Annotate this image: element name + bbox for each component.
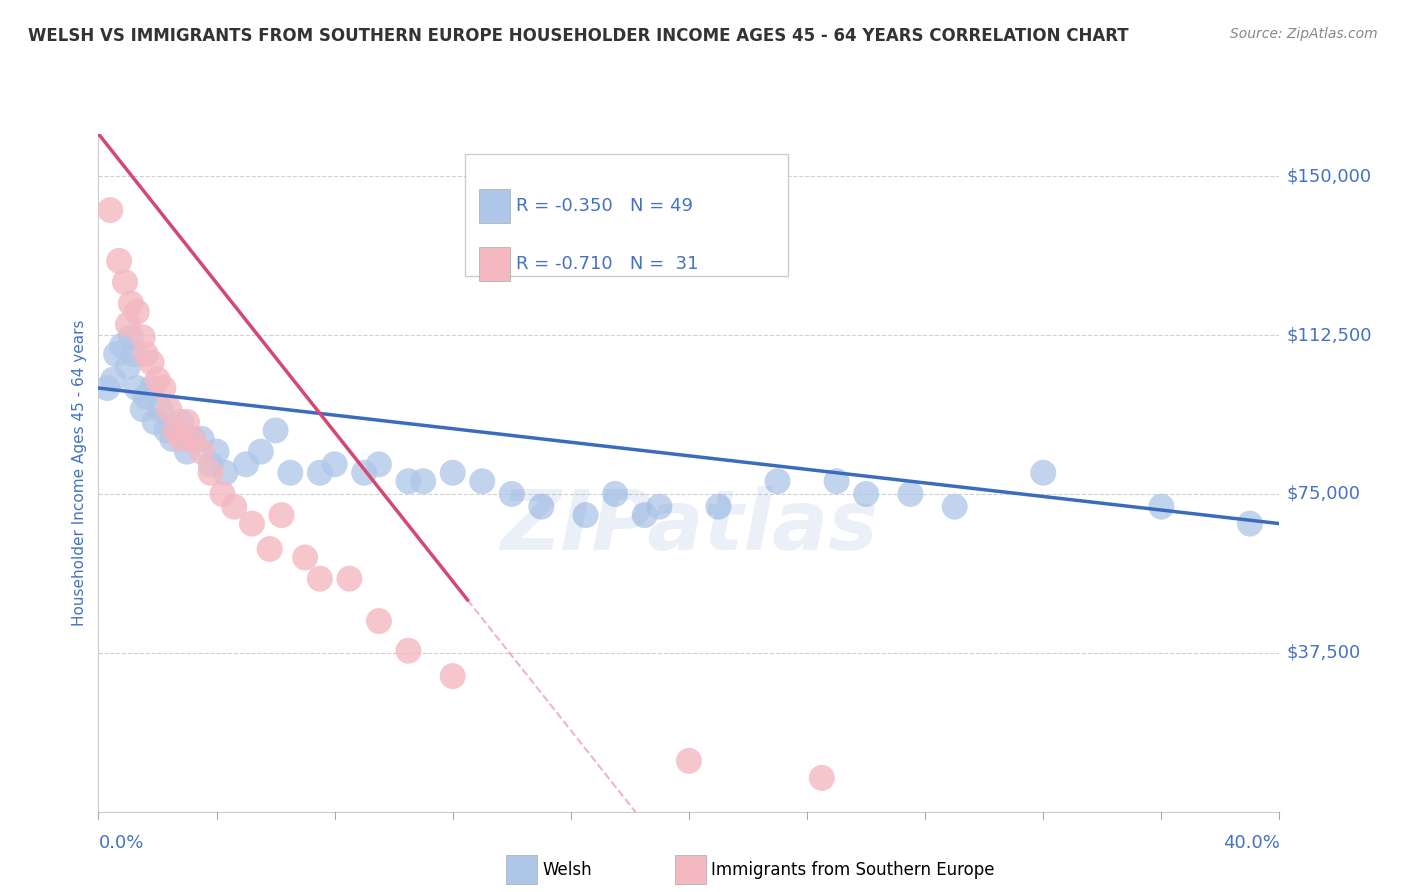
Point [1150, 500, 1173, 514]
Point [191, 432, 214, 446]
Point [235, 457, 257, 471]
Point [155, 424, 177, 438]
Point [132, 402, 155, 417]
Point [353, 466, 375, 480]
Point [103, 373, 125, 387]
Point [146, 373, 169, 387]
Point [1239, 516, 1261, 531]
Point [259, 541, 281, 557]
Point [98, 203, 121, 218]
Text: $75,000: $75,000 [1286, 485, 1361, 503]
Point [633, 508, 655, 523]
Point [125, 381, 148, 395]
Text: R = -0.710   N =  31: R = -0.710 N = 31 [516, 255, 699, 273]
Point [648, 500, 671, 514]
Point [396, 644, 419, 658]
Point [111, 338, 134, 352]
Point [135, 389, 157, 403]
Point [441, 669, 464, 683]
Point [135, 347, 157, 361]
Text: WELSH VS IMMIGRANTS FROM SOUTHERN EUROPE HOUSEHOLDER INCOME AGES 45 - 64 YEARS C: WELSH VS IMMIGRANTS FROM SOUTHERN EUROPE… [28, 27, 1129, 45]
Point [141, 355, 163, 369]
Point [323, 457, 346, 471]
Point [176, 415, 198, 429]
Point [855, 487, 877, 501]
Point [122, 347, 145, 361]
Point [294, 550, 316, 565]
Point [278, 466, 302, 480]
Text: $112,500: $112,500 [1286, 326, 1372, 344]
Point [396, 474, 419, 488]
Text: 40.0%: 40.0% [1223, 834, 1279, 852]
Point [165, 424, 187, 438]
Point [152, 381, 174, 395]
Point [224, 500, 246, 514]
Point [337, 572, 360, 586]
Point [211, 487, 233, 501]
Point [250, 444, 273, 458]
Point [943, 500, 966, 514]
Point [309, 466, 332, 480]
Point [501, 487, 523, 501]
Point [309, 572, 332, 586]
Text: $150,000: $150,000 [1286, 167, 1372, 186]
Point [162, 432, 183, 446]
Point [264, 424, 287, 438]
Point [368, 457, 391, 471]
Y-axis label: Householder Income Ages 45 - 64 years: Householder Income Ages 45 - 64 years [72, 319, 87, 626]
Point [181, 432, 204, 446]
Point [678, 754, 700, 768]
Point [120, 330, 142, 344]
Point [141, 381, 163, 395]
Point [149, 402, 172, 417]
Point [368, 614, 391, 628]
Point [530, 500, 553, 514]
Point [157, 402, 180, 417]
Point [96, 381, 118, 395]
Point [605, 487, 627, 501]
Point [117, 359, 139, 374]
Text: Welsh: Welsh [543, 861, 592, 879]
Point [105, 347, 128, 361]
Point [766, 474, 789, 488]
Point [108, 253, 131, 268]
Point [176, 444, 198, 458]
Point [810, 771, 832, 785]
Point [132, 330, 155, 344]
Point [205, 444, 228, 458]
Text: 0.0%: 0.0% [98, 834, 143, 852]
Text: $37,500: $37,500 [1286, 644, 1361, 662]
Point [574, 508, 596, 523]
Point [181, 432, 204, 446]
Point [125, 304, 148, 318]
Point [143, 415, 166, 429]
Point [270, 508, 292, 523]
Point [117, 318, 139, 332]
Point [471, 474, 494, 488]
Point [441, 466, 464, 480]
Point [825, 474, 848, 488]
Text: Source: ZipAtlas.com: Source: ZipAtlas.com [1230, 27, 1378, 41]
Point [200, 457, 222, 471]
Point [170, 432, 193, 446]
Point [191, 444, 214, 458]
Point [170, 415, 193, 429]
Point [120, 296, 142, 310]
Text: ZIPatlas: ZIPatlas [501, 486, 877, 567]
Point [412, 474, 434, 488]
Point [114, 275, 136, 289]
Point [1032, 466, 1054, 480]
Point [200, 466, 222, 480]
Point [240, 516, 263, 531]
Point [900, 487, 922, 501]
Point [707, 500, 730, 514]
Text: R = -0.350   N = 49: R = -0.350 N = 49 [516, 197, 693, 215]
Point [214, 466, 236, 480]
Text: Immigrants from Southern Europe: Immigrants from Southern Europe [711, 861, 995, 879]
